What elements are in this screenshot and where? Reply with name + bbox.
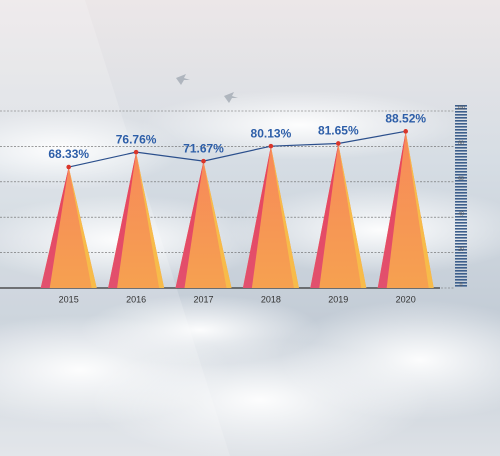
bar-right-edge bbox=[405, 131, 434, 288]
bar-left-edge bbox=[108, 152, 137, 288]
data-point bbox=[66, 164, 71, 170]
data-point bbox=[336, 141, 341, 146]
y-tick-label: 60 bbox=[458, 176, 464, 182]
x-tick-label: 2018 bbox=[261, 294, 281, 304]
bar-right-edge bbox=[136, 152, 165, 288]
bar-left-edge bbox=[40, 167, 69, 288]
bar bbox=[40, 167, 97, 288]
bar-face bbox=[175, 161, 232, 288]
y-tick-label: 0 bbox=[460, 282, 463, 288]
value-label: 76.76% bbox=[116, 132, 157, 146]
x-tick-label: 2017 bbox=[193, 294, 213, 304]
x-tick-label: 2019 bbox=[328, 294, 348, 304]
bar-face bbox=[377, 131, 434, 288]
bar-left-edge bbox=[175, 161, 204, 288]
bar-left-edge bbox=[310, 143, 339, 288]
bar bbox=[175, 161, 232, 288]
x-tick-label: 2020 bbox=[396, 294, 416, 304]
data-point bbox=[133, 149, 139, 155]
bar-face bbox=[310, 143, 367, 288]
data-point bbox=[268, 143, 274, 149]
bar-right-edge bbox=[68, 167, 97, 288]
bar-face bbox=[108, 152, 165, 288]
value-label: 80.13% bbox=[251, 126, 292, 140]
y-tick-label: 80 bbox=[458, 141, 464, 147]
bar-face bbox=[40, 167, 97, 288]
data-point bbox=[403, 129, 409, 134]
x-tick-label: 2015 bbox=[59, 294, 79, 304]
x-tick-label: 2016 bbox=[126, 294, 146, 304]
trend-line bbox=[68, 130, 406, 168]
bar bbox=[377, 131, 434, 288]
bar bbox=[108, 152, 165, 288]
y-tick-label: 40 bbox=[458, 212, 464, 218]
value-label: 68.33% bbox=[48, 147, 89, 161]
bar-left-edge bbox=[242, 146, 271, 288]
y-tick-label: 100 bbox=[457, 105, 466, 111]
value-label: 88.52% bbox=[385, 111, 426, 125]
bar bbox=[310, 143, 367, 288]
y-tick-label: 20 bbox=[458, 247, 464, 253]
bar bbox=[242, 146, 299, 288]
bar-right-edge bbox=[203, 161, 232, 288]
bar-face bbox=[242, 146, 299, 288]
value-label: 81.65% bbox=[318, 124, 359, 138]
value-label: 71.67% bbox=[183, 141, 224, 155]
bar-right-edge bbox=[270, 146, 299, 288]
bar-left-edge bbox=[377, 131, 406, 288]
bar-right-edge bbox=[338, 143, 367, 288]
data-point bbox=[201, 158, 206, 164]
